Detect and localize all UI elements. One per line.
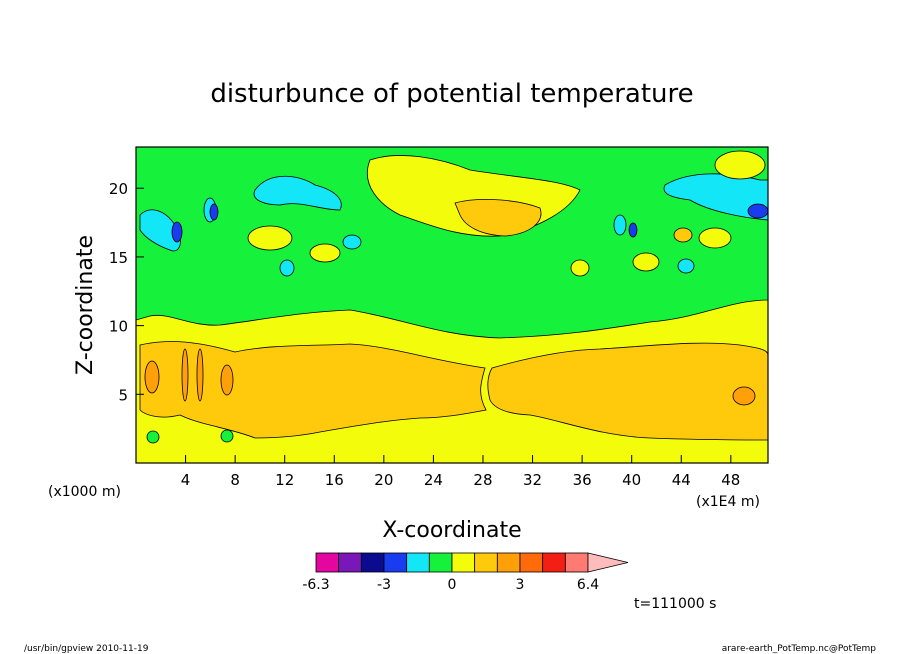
footer-right: arare-earth_PotTemp.nc@PotTemp	[722, 644, 877, 654]
band-warm-core-right	[487, 342, 768, 441]
x-tick-label: 28	[473, 471, 492, 489]
colorbar-swatch	[474, 552, 498, 573]
colorbar-overflow-arrow	[587, 552, 629, 573]
yellow-patch-6	[570, 259, 590, 277]
y-axis-title: Z-coordinate	[73, 235, 98, 375]
colorbar-swatch	[315, 552, 340, 573]
cyan-patch-3	[139, 209, 181, 252]
colorbar-swatch	[383, 552, 408, 573]
y-axis: 5 10 15 20	[109, 180, 144, 404]
chart-title: disturbunce of potential temperature	[210, 79, 693, 109]
x-unit-right: (x1E4 m)	[696, 494, 760, 510]
colorbar-tick-label: 6.4	[577, 577, 599, 593]
colorbar-swatch	[451, 552, 476, 573]
cyan-patch-1	[253, 175, 342, 211]
colorbar: -6.3 -3 0 3 6.4	[302, 552, 629, 593]
yellow-patch-4	[698, 227, 732, 249]
x-tick-label: 12	[275, 471, 294, 489]
cyan-patch-4	[279, 259, 295, 277]
colorbar-swatch	[428, 552, 453, 573]
warm-cell-2	[732, 386, 756, 406]
blue-patch-4	[628, 222, 638, 238]
y-tick-label: 20	[109, 180, 128, 198]
yellow-patch-3	[309, 243, 341, 263]
colorbar-tick-label: -6.3	[302, 577, 329, 593]
green-blob-2	[220, 429, 234, 443]
colorbar-tick-label: -3	[377, 577, 391, 593]
cyan-patch-2	[663, 173, 768, 221]
y-tick-label: 10	[109, 318, 128, 336]
footer-left: /usr/bin/gpview 2010-11-19	[24, 644, 149, 654]
x-tick-label: 36	[573, 471, 592, 489]
blue-patch-1	[171, 221, 183, 243]
colorbar-swatch	[360, 552, 385, 573]
x-tick-label: 40	[622, 471, 641, 489]
colorbar-swatch	[406, 552, 430, 573]
colorbar-swatch	[542, 552, 566, 573]
colorbar-tick-label: 3	[516, 577, 525, 593]
warm-cell-1	[144, 360, 160, 394]
x-tick-label: 4	[181, 471, 191, 489]
warm-cell-4	[181, 348, 189, 402]
cyan-patch-7	[613, 214, 627, 236]
warm-cell-5	[196, 348, 204, 402]
x-tick-label: 32	[523, 471, 542, 489]
blue-patch-3	[209, 203, 219, 221]
cyan-patch-6	[677, 258, 695, 274]
colorbar-swatch	[564, 552, 589, 573]
yellow-patch-7	[714, 150, 766, 180]
blue-patch-2	[747, 203, 768, 219]
cyan-patch-5	[342, 234, 362, 250]
green-blob-1	[146, 430, 160, 444]
x-tick-label: 44	[672, 471, 691, 489]
warm-cell-3	[220, 364, 234, 396]
contour-field	[136, 147, 768, 463]
colorbar-swatch	[519, 552, 544, 573]
yellow-patch-2	[247, 225, 293, 251]
x-axis-title: X-coordinate	[382, 518, 521, 543]
x-unit-left: (x1000 m)	[48, 484, 121, 500]
y-tick-label: 15	[109, 249, 128, 267]
x-tick-label: 20	[374, 471, 393, 489]
x-tick-label: 8	[230, 471, 240, 489]
colorbar-swatch	[496, 552, 521, 573]
orange-patch-right	[673, 227, 693, 243]
yellow-patch-5	[632, 252, 660, 272]
colorbar-swatch	[338, 552, 362, 573]
x-tick-label: 48	[721, 471, 740, 489]
plot-frame	[135, 146, 769, 464]
orange-patch-upper	[454, 199, 542, 237]
colorbar-tick-label: 0	[448, 577, 457, 593]
x-tick-label: 24	[424, 471, 443, 489]
x-axis: 4 8 12 16 20 24 28 32 36 40 44 48	[181, 455, 740, 489]
time-label: t=111000 s	[634, 596, 716, 612]
y-tick-label: 5	[118, 386, 128, 404]
x-tick-label: 16	[325, 471, 344, 489]
